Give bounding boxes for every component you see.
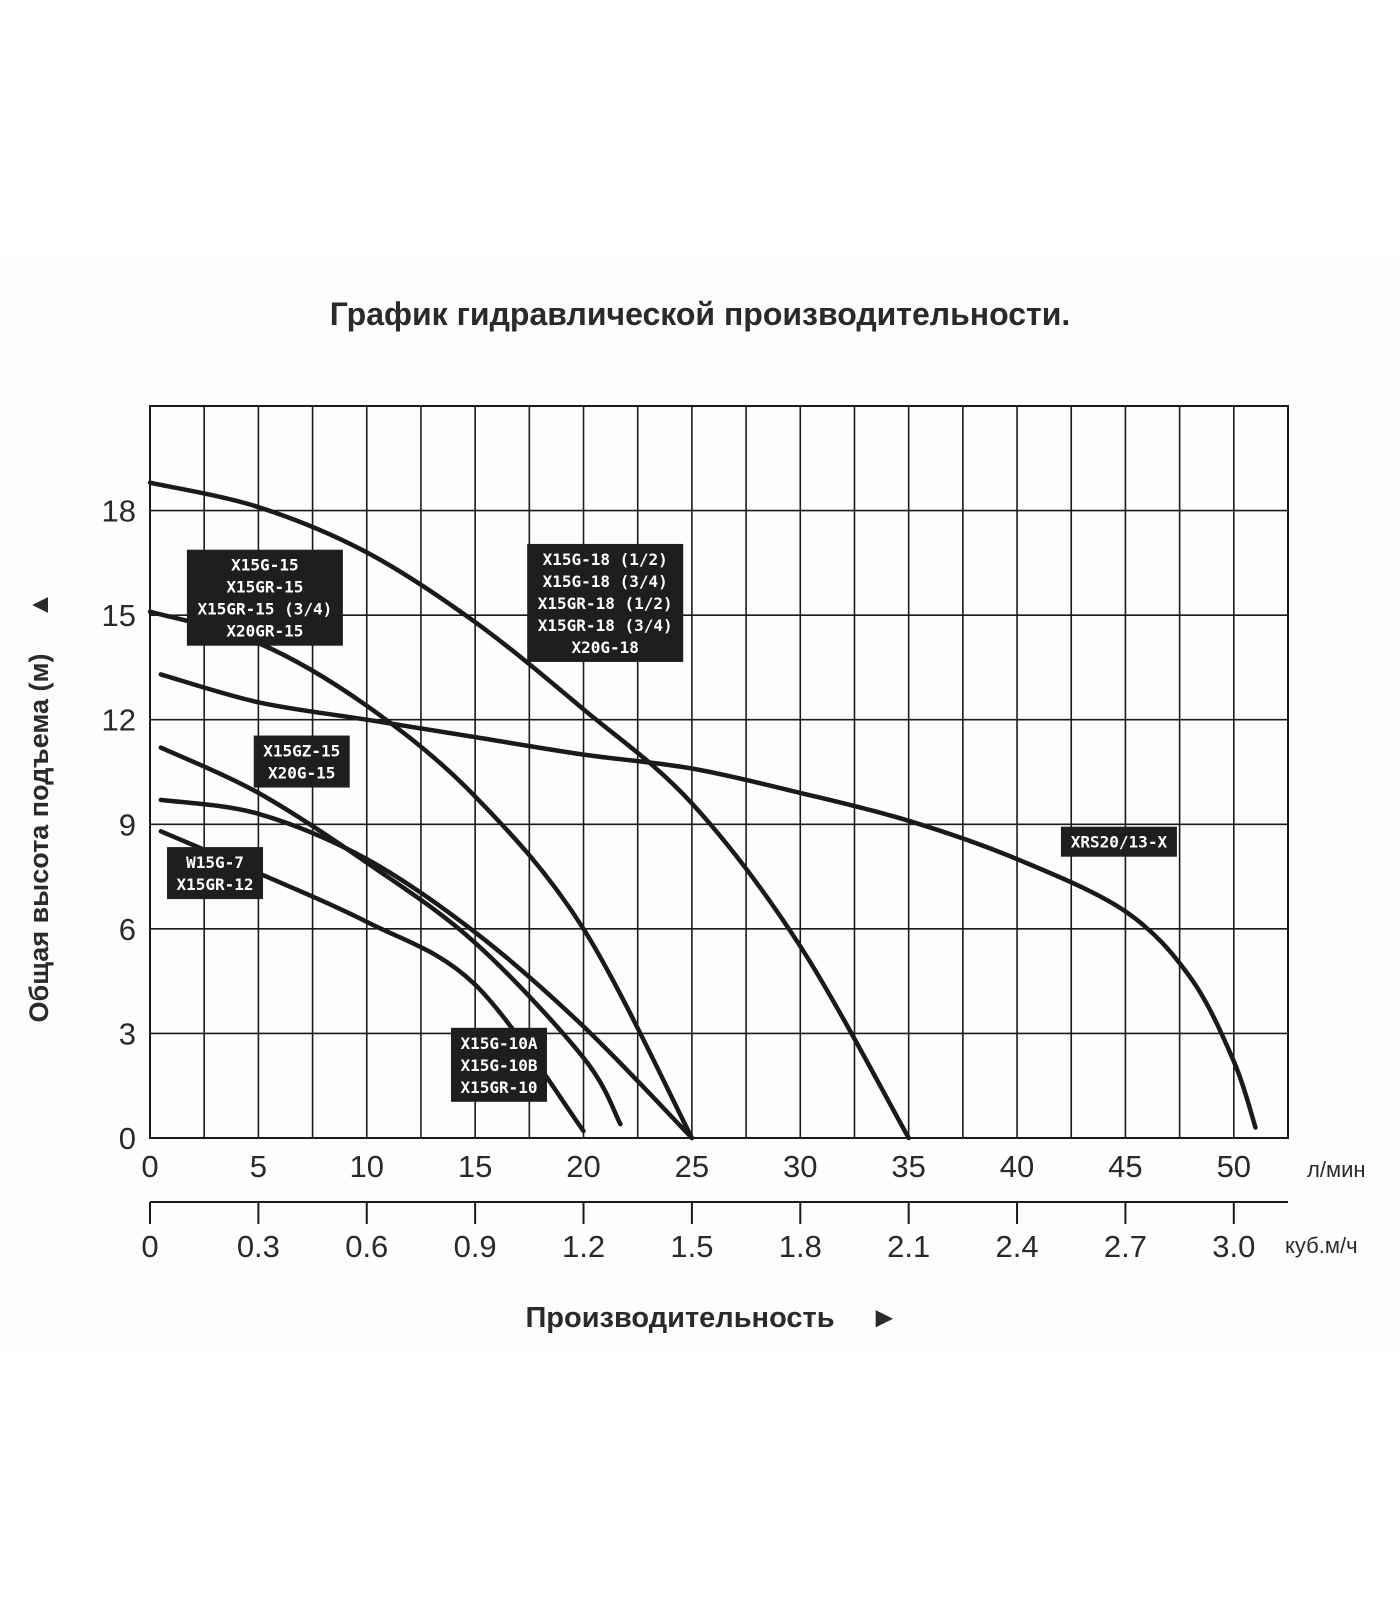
curve-label-box xyxy=(167,847,264,900)
curve-label-box xyxy=(1060,826,1177,857)
x-tick-label: 10 xyxy=(350,1149,384,1184)
x2-tick-label: 1.5 xyxy=(670,1229,713,1264)
curve-label-text: X15GR-15 xyxy=(226,578,303,597)
x-tick-label: 0 xyxy=(141,1149,158,1184)
x2-tick-label: 3.0 xyxy=(1212,1229,1255,1264)
curve-label-text: X15GR-10 xyxy=(460,1078,537,1097)
x2-tick-label: 0 xyxy=(141,1229,158,1264)
curve-label-3: X15GZ-15 X20G-15 xyxy=(253,735,350,788)
y-tick-label: 6 xyxy=(119,912,136,947)
curve-label-text: X20G-15 xyxy=(268,764,335,783)
y-tick-label: 15 xyxy=(102,598,136,633)
y-axis-title: Общая высота подъема (м) xyxy=(24,654,54,1023)
axes: 0 3 6 9 12 15 18 0 5 10 15 20 25 30 35 40 45 50 0 0.3 0.6 0.9… xyxy=(102,494,1288,1264)
curve-label-box xyxy=(527,543,684,662)
x-axis-unit: л/мин xyxy=(1307,1157,1366,1182)
curve-label-box xyxy=(186,549,343,646)
y-tick-label: 12 xyxy=(102,703,136,738)
y-axis-arrow: ▲ xyxy=(24,592,54,619)
x2-axis-unit: куб.м/ч xyxy=(1285,1233,1358,1258)
curve-label-4: XRS20/13-X xyxy=(1060,826,1177,857)
curve-label-text: X15G-18 (1/2) xyxy=(543,550,668,569)
curve-label-text: X20G-18 xyxy=(571,638,638,657)
plot-frame xyxy=(149,405,1289,1139)
curve-label-2: X15G-15 X15GR-15 X15GR-15 (3/4) X20GR-15 xyxy=(186,549,343,646)
x2-tick-label: 2.1 xyxy=(887,1229,930,1264)
curve-label-text: X15GR-18 (3/4) xyxy=(538,616,673,635)
x-tick-label: 45 xyxy=(1108,1149,1142,1184)
curve-label-text: W15G-7 xyxy=(186,853,244,872)
x-tick-label: 30 xyxy=(783,1149,817,1184)
x-axis-arrow: ► xyxy=(870,1302,899,1334)
y-tick-label: 9 xyxy=(119,807,136,842)
curve-label-5: W15G-7 X15GR-12 xyxy=(167,847,264,900)
performance-curve-1 xyxy=(147,480,911,1141)
curve-label-text: X15GR-15 (3/4) xyxy=(197,600,332,619)
curve-label-text: X15G-10A xyxy=(460,1034,537,1053)
performance-curve-4 xyxy=(158,745,623,1127)
x-tick-label: 20 xyxy=(566,1149,600,1184)
y-tick-label: 3 xyxy=(119,1016,136,1051)
curve-label-box xyxy=(253,735,350,788)
x2-tick-label: 1.8 xyxy=(779,1229,822,1264)
x-tick-label: 35 xyxy=(891,1149,925,1184)
curve-labels: X15G-18 (1/2) X15G-18 (3/4) X15GR-18 (1/2)… xyxy=(167,543,1177,1102)
curve-label-text: X15G-15 xyxy=(231,556,298,575)
chart-background xyxy=(0,258,1400,1348)
curve-label-text: X15GZ-15 xyxy=(263,742,340,761)
chart-title: График гидравлической производительности… xyxy=(329,296,1071,332)
performance-curve-3 xyxy=(158,672,1258,1130)
x2-tick-label: 2.7 xyxy=(1104,1229,1147,1264)
y-tick-label: 18 xyxy=(102,494,136,529)
x-axis-title: Производительность xyxy=(525,1302,834,1334)
x-tick-label: 50 xyxy=(1217,1149,1251,1184)
curve-label-text: XRS20/13-X xyxy=(1071,833,1168,852)
curve-label-6: X15G-10A X15G-10B X15GR-10 xyxy=(450,1027,547,1102)
x-tick-label: 5 xyxy=(250,1149,267,1184)
curve-label-text: X15G-18 (3/4) xyxy=(543,572,668,591)
performance-curve-5 xyxy=(158,797,695,1141)
x-tick-label: 25 xyxy=(675,1149,709,1184)
curve-label-text: X20GR-15 xyxy=(226,622,303,641)
curve-label-text: X15GR-18 (1/2) xyxy=(538,594,673,613)
x-tick-label: 15 xyxy=(458,1149,492,1184)
curve-label-text: X15G-10B xyxy=(460,1056,537,1075)
y-tick-label: 0 xyxy=(119,1121,136,1156)
x2-tick-label: 0.6 xyxy=(345,1229,388,1264)
curve-label-1: X15G-18 (1/2) X15G-18 (3/4) X15GR-18 (1/2)… xyxy=(527,543,684,662)
x2-tick-label: 0.3 xyxy=(237,1229,280,1264)
x2-tick-label: 1.2 xyxy=(562,1229,605,1264)
x2-tick-label: 2.4 xyxy=(995,1229,1038,1264)
curve-label-text: X15GR-12 xyxy=(176,875,253,894)
x-tick-label: 40 xyxy=(1000,1149,1034,1184)
x2-tick-label: 0.9 xyxy=(454,1229,497,1264)
grid xyxy=(149,405,1289,1139)
curve-label-box xyxy=(450,1027,547,1102)
